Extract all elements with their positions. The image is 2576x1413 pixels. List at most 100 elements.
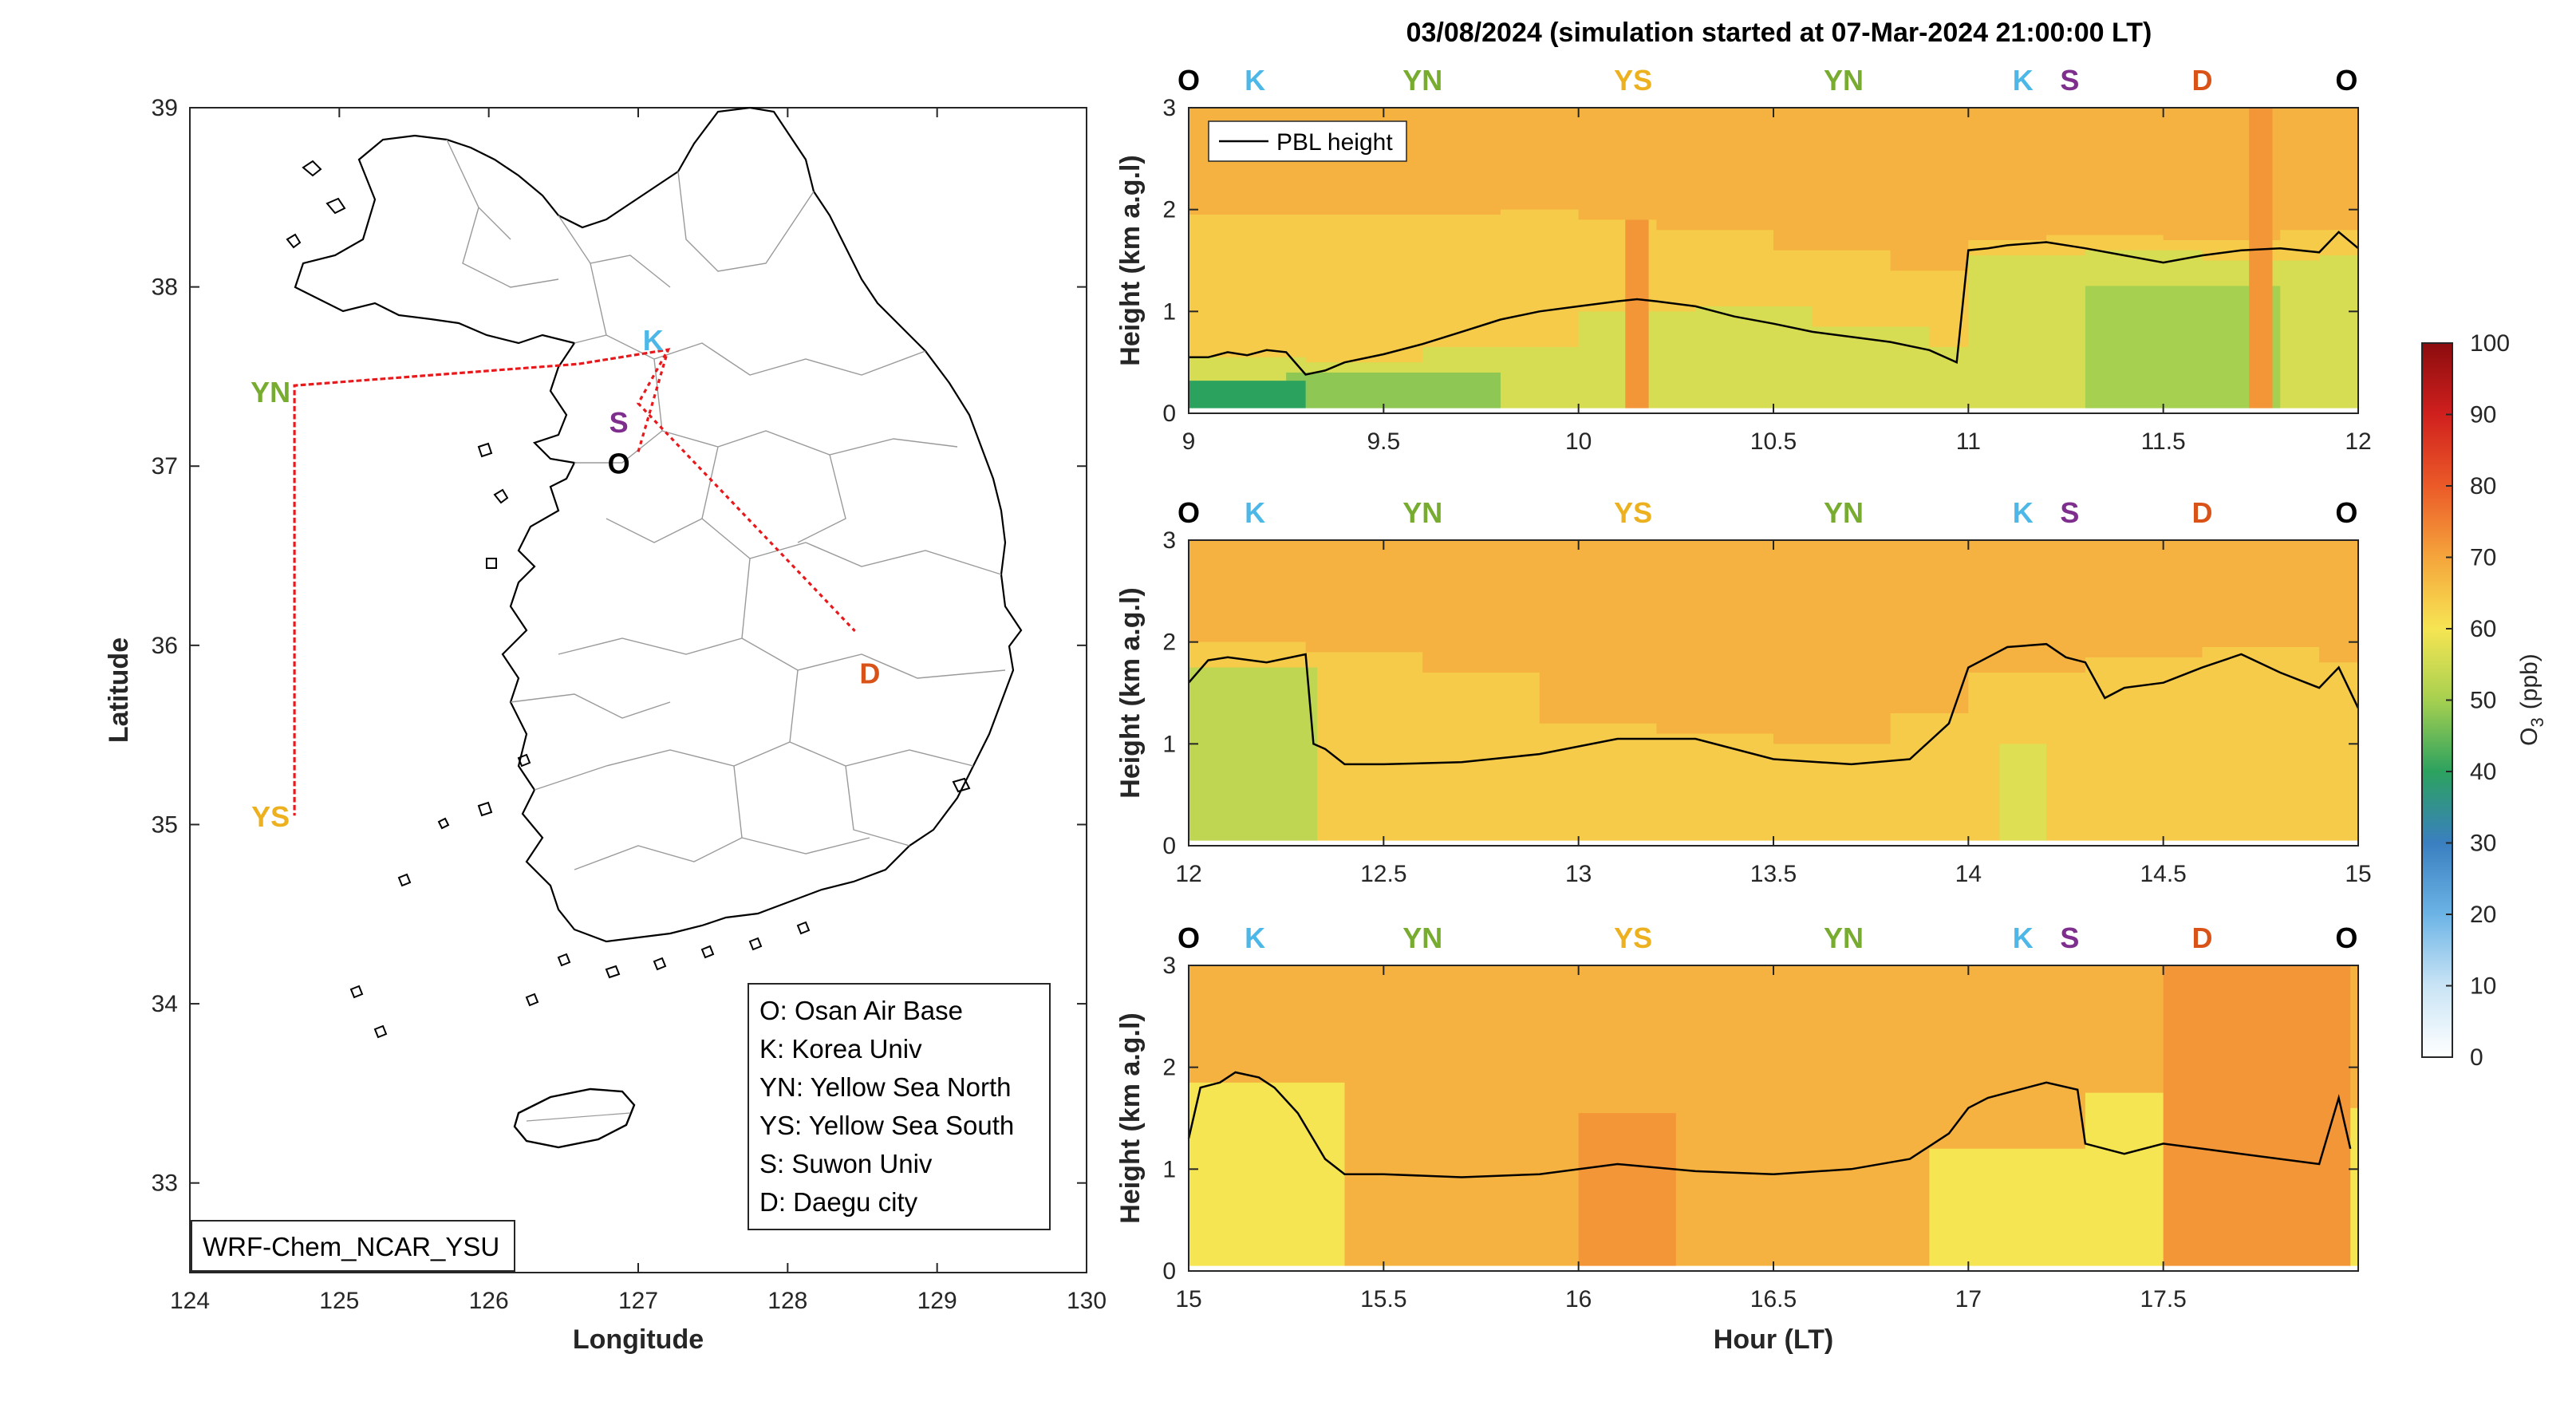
peninsula-outline xyxy=(294,106,1023,943)
site-legend-entry: K: Korea Univ xyxy=(759,1034,922,1064)
top-site-label-k: K xyxy=(2013,64,2034,97)
top-site-label-o: O xyxy=(1178,496,1200,529)
x-tick-label: 12.5 xyxy=(1360,861,1406,887)
x-axis-label: Hour (LT) xyxy=(1714,1324,1833,1355)
panel-3: 15 15.5 16 16.5 17 17.5 0 1 2 3 Height (km a.g.l) H… xyxy=(1115,922,2359,1355)
colorbar-tick-label: 20 xyxy=(2470,902,2496,928)
y-axis-label: Height (km a.g.l) xyxy=(1115,587,1146,798)
site-legend-entry: YN: Yellow Sea North xyxy=(759,1072,1012,1102)
top-site-label-s: S xyxy=(2060,922,2079,954)
colorbar-label: O3(ppb) xyxy=(2516,653,2547,746)
top-site-label-o: O xyxy=(2335,496,2357,529)
map-y-tick-label: 37 xyxy=(152,453,178,480)
x-tick-label: 11 xyxy=(1956,428,1981,455)
map-site-ys: YS xyxy=(251,800,290,833)
top-site-label-ys: YS xyxy=(1614,64,1652,97)
top-site-label-d: D xyxy=(2192,922,2213,954)
map-y-tick-label: 35 xyxy=(152,811,178,838)
map-y-tick-label: 34 xyxy=(152,991,178,1017)
colorbar-tick-label: 100 xyxy=(2470,330,2510,357)
y-tick-label: 3 xyxy=(1162,527,1176,554)
y-tick-label: 0 xyxy=(1162,401,1176,427)
o3-field xyxy=(1189,540,2358,846)
jeju-island xyxy=(513,1087,636,1149)
o3-layer-mid xyxy=(1189,641,2358,846)
map-x-tick-label: 126 xyxy=(469,1288,509,1314)
y-tick-label: 0 xyxy=(1162,833,1176,859)
colorbar-ticks: 0 10 20 30 40 50 60 70 80 90 100 xyxy=(2446,330,2510,1071)
top-site-label-o: O xyxy=(1178,922,1200,954)
x-tick-label: 13 xyxy=(1565,861,1592,887)
top-site-label-yn: YN xyxy=(1402,922,1442,954)
colorbar-tick-label: 10 xyxy=(2470,973,2496,1000)
top-site-label-k: K xyxy=(2013,922,2034,954)
colorbar-tick-label: 80 xyxy=(2470,473,2496,499)
x-tick-label: 10 xyxy=(1565,428,1592,455)
top-site-label-yn: YN xyxy=(1824,64,1864,97)
top-site-label-k: K xyxy=(2013,496,2034,529)
map-x-tick-label: 128 xyxy=(767,1288,807,1314)
top-site-label-k: K xyxy=(1245,922,1265,954)
o3-patch xyxy=(1578,1113,1676,1271)
pbl-legend-label: PBL height xyxy=(1276,129,1393,156)
x-tick-label: 16.5 xyxy=(1750,1286,1797,1312)
top-site-label-ys: YS xyxy=(1614,496,1652,529)
jeju-border xyxy=(526,1112,631,1122)
top-site-label-yn: YN xyxy=(1824,922,1864,954)
top-site-label-o: O xyxy=(2335,922,2357,954)
o3-patch xyxy=(2163,965,2351,1271)
colorbar-tick-label: 40 xyxy=(2470,759,2496,785)
colorbar-tick-label: 0 xyxy=(2470,1044,2483,1071)
site-legend-entry: O: Osan Air Base xyxy=(759,996,963,1025)
o3-patch xyxy=(1999,744,2047,846)
x-tick-label: 12 xyxy=(1175,861,1201,887)
o3-patch xyxy=(1286,372,1501,413)
model-label: WRF-Chem_NCAR_YSU xyxy=(203,1232,499,1261)
pbl-height-line xyxy=(1189,231,2359,376)
map-y-ticks: 33 34 35 36 37 38 39 xyxy=(152,95,1087,1197)
top-site-label-d: D xyxy=(2192,496,2213,529)
o3-patch xyxy=(2085,286,2281,413)
map-site-d: D xyxy=(859,657,880,690)
top-site-label-s: S xyxy=(2060,496,2079,529)
map-x-tick-label: 125 xyxy=(319,1288,359,1314)
map-y-label: Latitude xyxy=(104,637,134,743)
y-tick-label: 2 xyxy=(1162,630,1176,656)
map-x-tick-label: 124 xyxy=(170,1288,210,1314)
figure-title: 03/08/2024 (simulation started at 07-Mar… xyxy=(1406,18,2152,48)
o3-field xyxy=(1189,965,2358,1271)
map-x-tick-label: 130 xyxy=(1067,1288,1107,1314)
y-tick-label: 1 xyxy=(1162,731,1176,757)
x-tick-label: 10.5 xyxy=(1750,428,1797,455)
y-tick-label: 3 xyxy=(1162,95,1176,121)
colorbar-tick-label: 50 xyxy=(2470,688,2496,714)
site-legend: O: Osan Air Base K: Korea Univ YN: Yellow … xyxy=(759,996,1014,1217)
map-x-tick-label: 127 xyxy=(618,1288,658,1314)
top-site-label-k: K xyxy=(1245,496,1265,529)
pbl-height-line xyxy=(1187,1071,2352,1178)
x-tick-label: 17.5 xyxy=(2140,1286,2186,1312)
x-tick-label: 9.5 xyxy=(1367,428,1400,455)
flight-route xyxy=(293,348,856,816)
top-site-label-o: O xyxy=(2335,64,2357,97)
top-site-label-o: O xyxy=(1178,64,1200,97)
colorbar-tick-label: 90 xyxy=(2470,402,2496,428)
site-legend-entry: D: Daegu city xyxy=(759,1187,918,1217)
o3-patch xyxy=(1189,667,1318,846)
x-tick-label: 14.5 xyxy=(2140,861,2186,887)
x-tick-label: 15 xyxy=(2345,861,2371,887)
map-site-k: K xyxy=(643,324,664,357)
y-tick-label: 0 xyxy=(1162,1258,1176,1285)
x-tick-label: 12 xyxy=(2345,428,2371,455)
map-x-ticks: 124 125 126 127 128 129 130 xyxy=(170,108,1107,1314)
x-tick-label: 9 xyxy=(1182,428,1196,455)
top-site-label-yn: YN xyxy=(1824,496,1864,529)
top-site-label-s: S xyxy=(2060,64,2079,97)
x-tick-label: 16 xyxy=(1565,1286,1592,1312)
site-legend-entry: YS: Yellow Sea South xyxy=(759,1111,1014,1140)
colorbar-tick-label: 30 xyxy=(2470,831,2496,857)
